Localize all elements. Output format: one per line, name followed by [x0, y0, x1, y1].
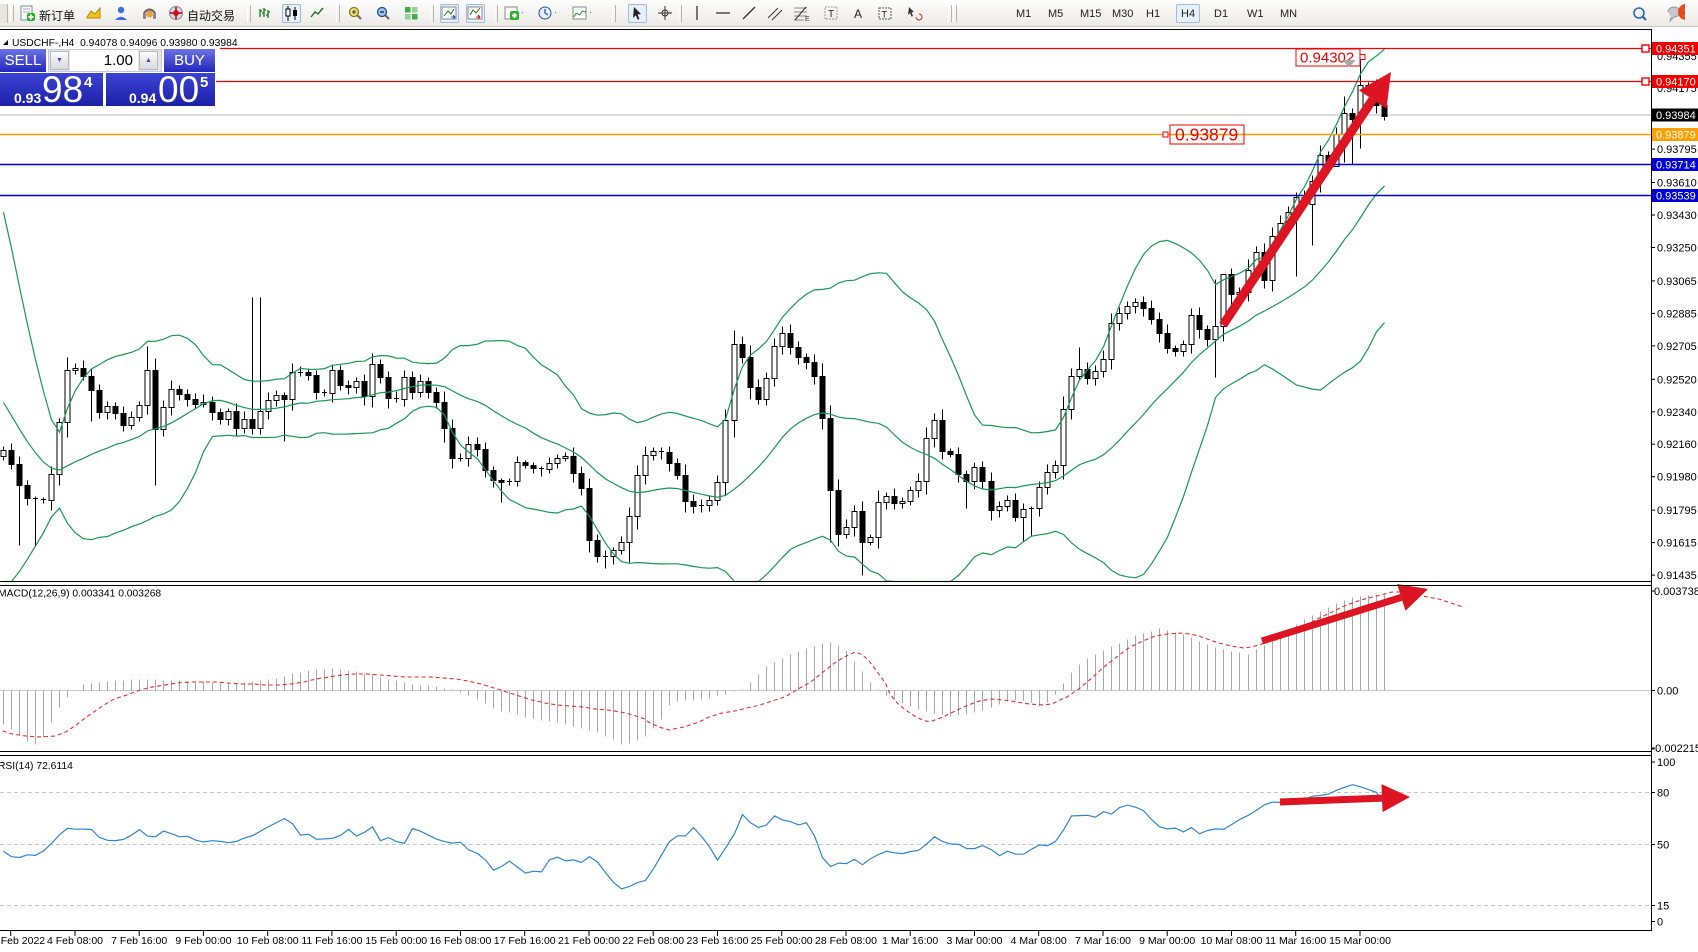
- svg-text:0.00: 0.00: [1657, 686, 1678, 698]
- svg-text:MACD(12,26,9) 0.003341 0.00326: MACD(12,26,9) 0.003341 0.003268: [0, 589, 161, 600]
- svg-text:0.93539: 0.93539: [1656, 191, 1696, 203]
- svg-text:9 Mar 00:00: 9 Mar 00:00: [1139, 935, 1195, 947]
- svg-text:4 Feb 08:00: 4 Feb 08:00: [47, 935, 103, 947]
- svg-text:17 Feb 16:00: 17 Feb 16:00: [494, 935, 556, 947]
- svg-text:T: T: [828, 9, 834, 20]
- svg-text:50: 50: [1657, 840, 1669, 852]
- svg-text:0.92885: 0.92885: [1657, 308, 1697, 320]
- svg-text:0.003738: 0.003738: [1654, 586, 1698, 598]
- svg-text:25 Feb 00:00: 25 Feb 00:00: [751, 935, 813, 947]
- svg-text:11 Feb 16:00: 11 Feb 16:00: [301, 935, 362, 947]
- svg-text:E: E: [805, 16, 810, 22]
- svg-text:16 Feb 08:00: 16 Feb 08:00: [429, 935, 491, 947]
- svg-text:80: 80: [1657, 788, 1669, 800]
- svg-text:0.91795: 0.91795: [1657, 505, 1697, 517]
- svg-text:15 Feb 00:00: 15 Feb 00:00: [365, 935, 427, 947]
- svg-text:1 Mar 16:00: 1 Mar 16:00: [882, 935, 938, 947]
- svg-text:0.93714: 0.93714: [1656, 160, 1696, 172]
- svg-text:0.94170: 0.94170: [1656, 77, 1696, 89]
- svg-text:0.93065: 0.93065: [1657, 276, 1697, 288]
- svg-text:7 Feb 16:00: 7 Feb 16:00: [111, 935, 167, 947]
- svg-text:-0.002215: -0.002215: [1652, 743, 1698, 755]
- svg-text:0.93879: 0.93879: [1656, 130, 1696, 142]
- svg-text:0.93250: 0.93250: [1657, 243, 1697, 255]
- svg-text:USDCHF-,H4 0.94078 0.94096 0.: USDCHF-,H4 0.94078 0.94096 0.93980 0.939…: [12, 38, 238, 49]
- svg-text:28 Feb 08:00: 28 Feb 08:00: [815, 935, 877, 947]
- svg-text:0.94351: 0.94351: [1656, 44, 1696, 56]
- svg-text:0: 0: [1657, 917, 1663, 929]
- svg-text:0.92705: 0.92705: [1657, 341, 1697, 353]
- svg-text:1: 1: [1684, 5, 1686, 19]
- svg-text:0.92340: 0.92340: [1657, 407, 1697, 419]
- svg-text:0.91615: 0.91615: [1657, 538, 1697, 550]
- svg-text:T: T: [882, 10, 888, 20]
- svg-text:RSI(14) 72.6114: RSI(14) 72.6114: [0, 761, 73, 772]
- svg-text:0.93984: 0.93984: [1656, 110, 1696, 122]
- svg-text:0.93795: 0.93795: [1657, 144, 1697, 156]
- svg-text:3 Feb 2022: 3 Feb 2022: [0, 935, 45, 947]
- svg-text:11 Mar 16:00: 11 Mar 16:00: [1265, 935, 1326, 947]
- svg-text:15 Mar 00:00: 15 Mar 00:00: [1329, 935, 1391, 947]
- svg-text:A: A: [854, 7, 862, 21]
- svg-text:22 Feb 08:00: 22 Feb 08:00: [622, 935, 684, 947]
- svg-text:0.92160: 0.92160: [1657, 439, 1697, 451]
- svg-text:100: 100: [1657, 757, 1675, 769]
- svg-text:15: 15: [1657, 901, 1669, 913]
- svg-text:3 Mar 00:00: 3 Mar 00:00: [946, 935, 1002, 947]
- svg-text:7 Mar 16:00: 7 Mar 16:00: [1075, 935, 1131, 947]
- svg-text:10 Feb 08:00: 10 Feb 08:00: [237, 935, 299, 947]
- svg-text:4 Mar 08:00: 4 Mar 08:00: [1011, 935, 1067, 947]
- svg-text:0.91435: 0.91435: [1657, 570, 1697, 582]
- svg-text:10 Mar 08:00: 10 Mar 08:00: [1201, 935, 1263, 947]
- svg-text:0.92520: 0.92520: [1657, 374, 1697, 386]
- svg-text:9 Feb 00:00: 9 Feb 00:00: [175, 935, 231, 947]
- svg-text:0.93430: 0.93430: [1657, 210, 1697, 222]
- svg-text:23 Feb 16:00: 23 Feb 16:00: [687, 935, 749, 947]
- svg-text:0.91980: 0.91980: [1657, 472, 1697, 484]
- svg-text:21 Feb 00:00: 21 Feb 00:00: [558, 935, 620, 947]
- svg-text:0.93610: 0.93610: [1657, 178, 1697, 190]
- svg-text:0.93879: 0.93879: [1175, 125, 1238, 145]
